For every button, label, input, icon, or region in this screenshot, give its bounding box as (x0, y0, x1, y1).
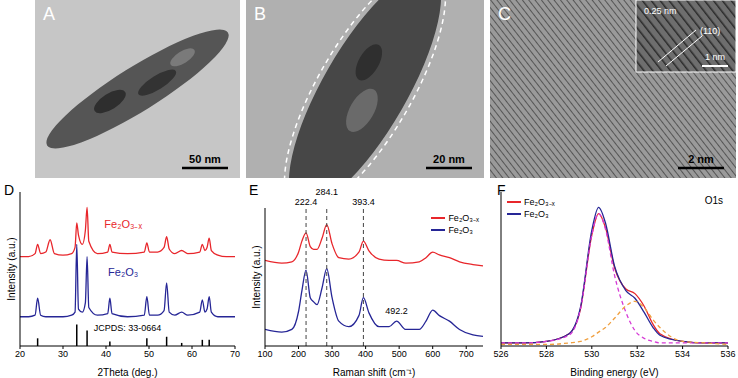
svg-text:528: 528 (539, 349, 554, 359)
svg-text:393.4: 393.4 (352, 197, 375, 207)
svg-text:530: 530 (584, 349, 599, 359)
svg-text:532: 532 (630, 349, 645, 359)
svg-text:(110): (110) (700, 26, 720, 36)
svg-text:70: 70 (230, 349, 240, 359)
svg-text:Intensity (a.u.): Intensity (a.u.) (251, 245, 262, 308)
svg-text:B: B (254, 4, 266, 24)
html-text:JCPDS: 33-0664: JCPDS: 33-0664 (93, 322, 162, 333)
svg-text:222.4: 222.4 (295, 197, 318, 207)
svg-text:50 nm: 50 nm (189, 153, 221, 165)
svg-text:400: 400 (358, 349, 373, 359)
svg-text:20 nm: 20 nm (433, 153, 465, 165)
svg-text:0.25 nm: 0.25 nm (644, 6, 677, 16)
svg-text:A: A (43, 4, 55, 24)
html-text:Fe₂O₃₋ₓ: Fe₂O₃₋ₓ (524, 197, 555, 207)
svg-text:2Theta (deg.): 2Theta (deg.) (97, 367, 157, 378)
svg-text:C: C (498, 4, 511, 24)
svg-text:1 nm: 1 nm (705, 52, 725, 62)
svg-text:40: 40 (101, 349, 111, 359)
svg-text:200: 200 (291, 349, 306, 359)
svg-text:536: 536 (720, 349, 735, 359)
svg-text:300: 300 (325, 349, 340, 359)
svg-text:Binding energy (eV): Binding energy (eV) (570, 367, 658, 378)
html-text:Fe₂O₃: Fe₂O₃ (524, 209, 549, 219)
svg-text:Raman shift (cm⁻¹): Raman shift (cm⁻¹) (333, 367, 415, 378)
svg-text:Intensity (a.u.): Intensity (a.u.) (6, 237, 17, 300)
svg-text:284.1: 284.1 (315, 187, 338, 197)
svg-text:526: 526 (493, 349, 508, 359)
html-text:O1s: O1s (704, 195, 723, 206)
svg-text:60: 60 (187, 349, 197, 359)
svg-text:20: 20 (15, 349, 25, 359)
svg-text:492.2: 492.2 (385, 306, 408, 316)
svg-text:50: 50 (144, 349, 154, 359)
svg-text:700: 700 (459, 349, 474, 359)
html-text:E: E (249, 182, 259, 198)
svg-text:100: 100 (257, 349, 272, 359)
html-text:Fe₂O₃₋ₓ: Fe₂O₃₋ₓ (448, 213, 479, 223)
html-text:F: F (497, 182, 506, 198)
html-text:Fe₂O₃: Fe₂O₃ (108, 266, 139, 279)
svg-text:30: 30 (58, 349, 68, 359)
svg-text:500: 500 (392, 349, 407, 359)
svg-text:600: 600 (425, 349, 440, 359)
html-text:Fe₂O₃₋ₓ: Fe₂O₃₋ₓ (104, 217, 143, 230)
svg-text:534: 534 (675, 349, 690, 359)
svg-text:2 nm: 2 nm (688, 153, 714, 165)
html-text:Fe₂O₃: Fe₂O₃ (448, 225, 473, 235)
html-text:D: D (4, 182, 15, 198)
